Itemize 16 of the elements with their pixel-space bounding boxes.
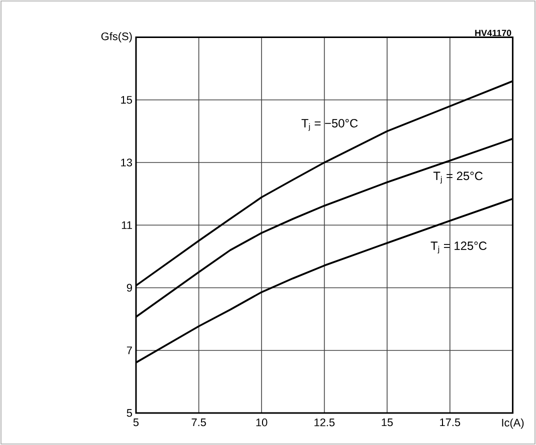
- x-tick-label: 10: [256, 418, 268, 426]
- y-tick-label: 15: [121, 96, 132, 104]
- series-label: T$_{j}$ = −50°C: [302, 119, 358, 131]
- y-tick-label: 7: [126, 346, 132, 354]
- y-tick-label: 11: [122, 221, 132, 229]
- x-tick-label: 12.5: [314, 418, 335, 426]
- x-tick-label: 17.5: [440, 418, 460, 426]
- y-tick-label: 9: [126, 284, 132, 292]
- y-tick-label: 13: [121, 158, 132, 166]
- x-tick-label: 7.5: [192, 418, 206, 426]
- x-tick-label: 15: [382, 418, 393, 426]
- y-tick-label: Gfs(S): [101, 32, 132, 42]
- y-tick-label: 5: [126, 409, 132, 417]
- x-tick-label: Ic(A): [502, 418, 524, 429]
- x-tick-label: 5: [133, 418, 139, 426]
- text: HV41170: [475, 30, 512, 36]
